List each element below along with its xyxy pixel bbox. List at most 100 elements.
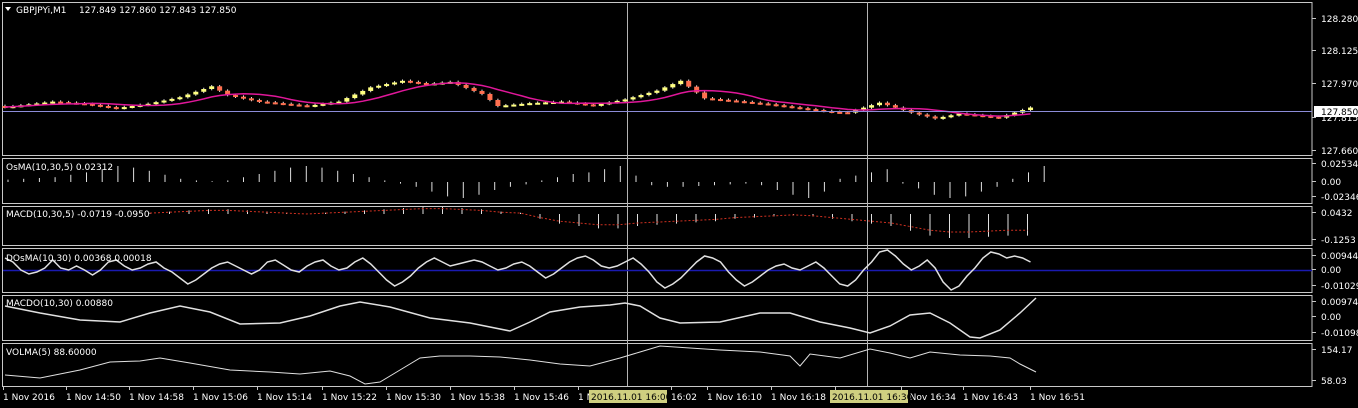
- volma-label: VOLMA(5) 88.60000: [6, 348, 97, 358]
- volma-line: [4, 345, 1037, 385]
- time-label: 1 Nov 16:18: [771, 393, 826, 403]
- candle-body: [1012, 112, 1018, 116]
- candle-body: [511, 104, 517, 107]
- ohlc-values: 127.849 127.860 127.843 127.850: [79, 6, 237, 16]
- candle-body: [622, 99, 628, 102]
- current-price-label: 127.850: [1321, 108, 1358, 118]
- candle-body: [837, 111, 843, 114]
- time-label: 1 Nov 16:10: [707, 393, 762, 403]
- candle-body: [948, 115, 954, 118]
- moving-average-line: [4, 82, 1031, 117]
- macd-label: MACD(10,30,5) -0.0719 -0.0950: [6, 210, 150, 220]
- osma-axis-label: 0.02534: [1321, 160, 1358, 170]
- candle-body: [996, 116, 1002, 119]
- osma-frame: [2, 158, 1313, 204]
- candle-body: [169, 98, 175, 101]
- candle-body: [201, 89, 207, 92]
- price-label: 128.125: [1321, 47, 1358, 57]
- macdo-label: MACDO(10,30) 0.00880: [6, 299, 113, 309]
- candle-body: [336, 101, 342, 104]
- osma-label: OsMA(10,30,5) 0.02312: [6, 163, 113, 173]
- candle-body: [503, 105, 509, 108]
- candle-body: [686, 80, 692, 87]
- candle-body: [392, 82, 398, 85]
- candle-body: [34, 103, 40, 106]
- time-label: 1 Nov 16:51: [1030, 393, 1085, 403]
- candle-body: [487, 93, 493, 100]
- time-label: 1 Nov 15:46: [514, 393, 569, 403]
- time-label: 1 Nov 15:22: [322, 393, 377, 403]
- macd-histogram: [149, 206, 1028, 238]
- crosshair-time-label: 2016.11.01 16:00: [591, 393, 672, 403]
- time-label: 1 Nov 16:43: [963, 393, 1018, 403]
- time-label: 16:02: [671, 393, 697, 403]
- candle-body: [423, 83, 429, 85]
- candle-body: [980, 115, 986, 118]
- candle-body: [877, 102, 882, 106]
- candle-body: [702, 92, 708, 99]
- candle-body: [217, 86, 223, 91]
- candle-body: [129, 106, 135, 108]
- time-label: 1 Nov 15:06: [193, 393, 248, 403]
- price-label: 127.815: [1321, 114, 1358, 124]
- candle-body: [256, 99, 262, 102]
- candle-body: [89, 103, 95, 106]
- candle-body: [598, 103, 604, 106]
- candle-body: [884, 102, 890, 106]
- candle-body: [845, 112, 851, 115]
- candle-body: [241, 96, 246, 99]
- macd-frame: [2, 206, 1313, 246]
- candle-body: [344, 98, 350, 102]
- time-label: 1 Nov 15:14: [257, 393, 312, 403]
- candle-body: [638, 95, 644, 98]
- candle-body: [58, 101, 64, 104]
- dosma-axis-label: 0.00: [1321, 266, 1341, 276]
- candle-body: [654, 90, 660, 93]
- candle-body: [630, 97, 636, 100]
- price-label: 127.970: [1321, 80, 1358, 90]
- candle-body: [733, 100, 739, 103]
- osma-axis-label: 0.00: [1321, 178, 1341, 188]
- candle-body: [50, 101, 56, 104]
- time-label: 1 Nov 2016: [3, 393, 55, 403]
- candle-body: [113, 107, 119, 110]
- crosshair-time-label: 2016.11.01 16:30: [832, 393, 913, 403]
- candle-body: [646, 92, 652, 96]
- candle-body: [535, 102, 541, 105]
- osma-axis-label: -0.02346: [1321, 193, 1358, 203]
- candle-body: [360, 90, 366, 95]
- candle-body: [527, 103, 533, 106]
- candle-body: [264, 101, 270, 104]
- macd-signal-line: [149, 208, 1028, 233]
- candle-body: [678, 80, 684, 85]
- candle-body: [463, 84, 469, 88]
- candle-body: [892, 105, 898, 108]
- candle-body: [384, 84, 390, 87]
- candle-body: [773, 104, 779, 107]
- candle-body: [543, 102, 549, 105]
- macdo-axis-label: -0.01098: [1321, 329, 1358, 339]
- candle-body: [765, 103, 771, 106]
- time-label: 1 Nov 14:50: [66, 393, 121, 403]
- candle-body: [304, 105, 310, 108]
- candle-body: [400, 80, 405, 83]
- candle-body: [662, 87, 668, 91]
- dropdown-triangle-icon[interactable]: [5, 7, 11, 11]
- candle-body: [97, 104, 103, 107]
- candle-body: [280, 103, 286, 106]
- candle-body: [694, 86, 700, 93]
- candle-body: [869, 105, 875, 108]
- crosshair-time-badge: [589, 390, 667, 403]
- candle-body: [710, 98, 716, 101]
- candle-body: [288, 103, 294, 106]
- candle-body: [376, 85, 382, 88]
- candle-body: [415, 81, 421, 84]
- symbol-label: GBPJPYi,M1: [16, 6, 67, 16]
- crosshair-time-badge: [830, 390, 908, 403]
- candle-body: [296, 104, 302, 107]
- candle-body: [932, 116, 938, 119]
- candle-body: [1028, 107, 1034, 111]
- candle-body: [272, 102, 278, 105]
- dosma-axis-label: 0.00944: [1321, 252, 1358, 262]
